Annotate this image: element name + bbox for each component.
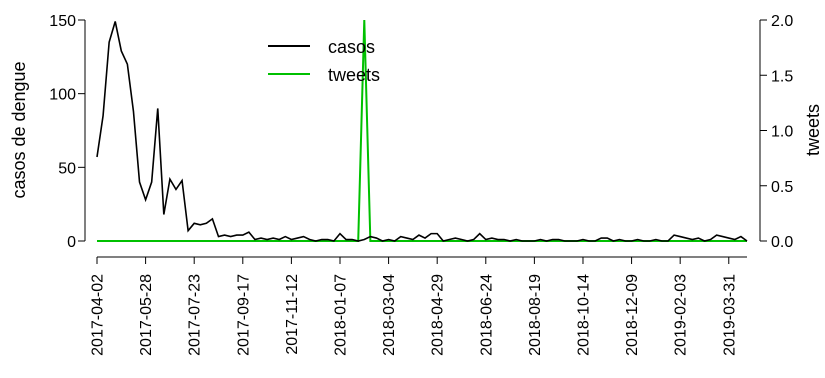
left-y-tick-label: 50 <box>58 160 76 177</box>
right-y-ticks: 0.0 0.5 1.0 1.5 2.0 <box>760 13 793 251</box>
x-tick-label: 2018-08-19 <box>527 274 544 356</box>
legend-label-tweets: tweets <box>328 65 380 85</box>
series-line-tweets <box>97 19 747 242</box>
left-y-tick-label: 150 <box>49 13 76 30</box>
x-tick-label: 2018-01-07 <box>332 274 349 356</box>
x-ticks: 2017-04-02 2017-05-28 2017-07-23 2017-09-17… <box>90 257 738 356</box>
right-y-tick-label: 1.0 <box>771 124 793 141</box>
right-y-tick-label: 0.5 <box>771 179 793 196</box>
right-y-tick-label: 0.0 <box>771 234 793 251</box>
x-tick-label: 2018-03-04 <box>381 274 398 356</box>
x-tick-label: 2019-02-03 <box>673 274 690 356</box>
x-tick-label: 2017-04-02 <box>90 274 107 356</box>
x-tick-label: 2018-06-24 <box>478 274 495 356</box>
x-tick-label: 2017-07-23 <box>187 274 204 356</box>
right-y-axis-title: tweets <box>803 104 823 156</box>
x-tick-label: 2018-10-14 <box>575 274 592 356</box>
x-tick-label: 2018-04-29 <box>430 274 447 356</box>
x-tick-label: 2017-11-12 <box>284 274 301 355</box>
x-tick-label: 2017-05-28 <box>138 274 155 356</box>
series-line-casos <box>96 21 748 242</box>
x-tick-label: 2018-12-09 <box>624 274 641 356</box>
left-y-tick-label: 100 <box>49 87 76 104</box>
legend-label-casos: casos <box>328 37 375 57</box>
right-y-tick-label: 1.5 <box>771 68 793 85</box>
left-y-ticks: 0 50 100 150 <box>49 13 85 251</box>
right-y-tick-label: 2.0 <box>771 13 793 30</box>
left-y-tick-label: 0 <box>67 234 76 251</box>
x-tick-label: 2017-09-17 <box>235 274 252 356</box>
legend: casos tweets <box>268 37 380 85</box>
x-tick-label: 2019-03-31 <box>721 274 738 356</box>
left-y-axis-title: casos de dengue <box>9 61 29 198</box>
